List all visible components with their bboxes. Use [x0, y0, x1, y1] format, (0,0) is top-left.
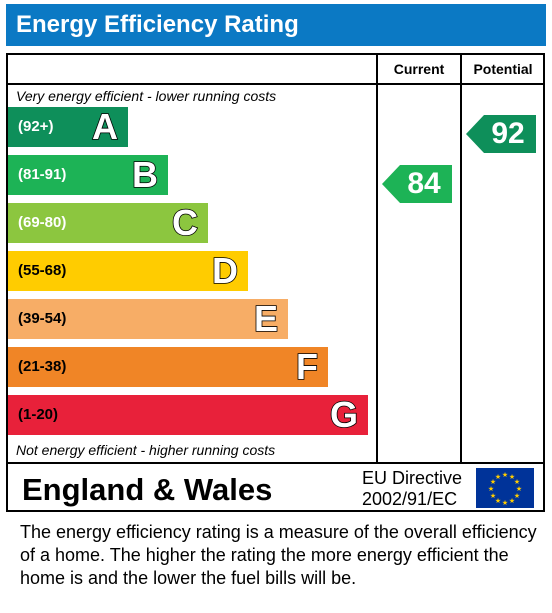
title-bar [6, 4, 546, 46]
svg-text:★: ★ [502, 499, 508, 507]
bottom-note: Not energy efficient - higher running co… [16, 442, 276, 458]
band-range-label: (92+) [18, 118, 54, 135]
svg-text:★: ★ [509, 497, 515, 505]
band-letter: G [329, 394, 359, 436]
band-letter: E [253, 298, 279, 340]
band-range-label: (81-91) [18, 166, 67, 183]
band-range-label: (21-38) [18, 358, 67, 375]
region-label: England & Wales [22, 472, 273, 507]
rating-description: The energy efficiency rating is a measur… [20, 522, 537, 588]
svg-text:★: ★ [495, 497, 501, 505]
potential-rating-arrow: 92 [466, 115, 536, 153]
footer-divider [6, 462, 545, 464]
band-b: (81-91) B [8, 154, 168, 196]
column-header-current: Current [393, 61, 445, 77]
svg-text:★: ★ [495, 473, 501, 481]
arrow-shape [382, 165, 452, 203]
band-letter: B [131, 154, 159, 196]
column-divider-potential [460, 53, 462, 464]
svg-text:★: ★ [502, 471, 508, 479]
band-range-label: (69-80) [18, 214, 67, 231]
band-a: (92+) A [8, 106, 128, 148]
band-letter: C [171, 202, 199, 244]
svg-text:★: ★ [490, 492, 496, 500]
band-range-label: (1-20) [18, 406, 59, 423]
svg-text:★: ★ [488, 485, 494, 493]
eu-flag-icon: ★ ★ ★ ★ ★ ★ ★ ★ ★ ★ ★ ★ [476, 468, 534, 508]
band-e: (39-54) E [8, 298, 288, 340]
column-header-potential: Potential [473, 61, 533, 77]
svg-text:★: ★ [514, 478, 520, 486]
arrow-shape [466, 115, 536, 153]
top-note: Very energy efficient - lower running co… [16, 88, 277, 104]
svg-text:★: ★ [509, 473, 515, 481]
directive-line-1: EU Directive [362, 468, 463, 488]
svg-text:★: ★ [516, 485, 522, 493]
band-c: (69-80) C [8, 202, 208, 244]
band-range-label: (39-54) [18, 310, 67, 327]
rating-frame [6, 53, 545, 512]
potential-rating-value: 92 [491, 117, 525, 150]
band-range-label: (55-68) [18, 262, 67, 279]
header-divider [6, 83, 545, 85]
directive-line-2: 2002/91/EC [362, 489, 458, 509]
svg-text:★: ★ [490, 478, 496, 486]
band-letter: F [295, 346, 319, 388]
column-divider-current [376, 53, 378, 464]
page-title: Energy Efficiency Rating [16, 11, 299, 38]
current-rating-arrow: 84 [382, 165, 452, 203]
band-letter: A [91, 106, 119, 148]
svg-text:★: ★ [514, 492, 520, 500]
band-d: (55-68) D [8, 250, 248, 292]
band-f: (21-38) F [8, 346, 328, 388]
band-g: (1-20) G [8, 394, 368, 436]
current-rating-value: 84 [407, 167, 441, 200]
band-letter: D [211, 250, 239, 292]
